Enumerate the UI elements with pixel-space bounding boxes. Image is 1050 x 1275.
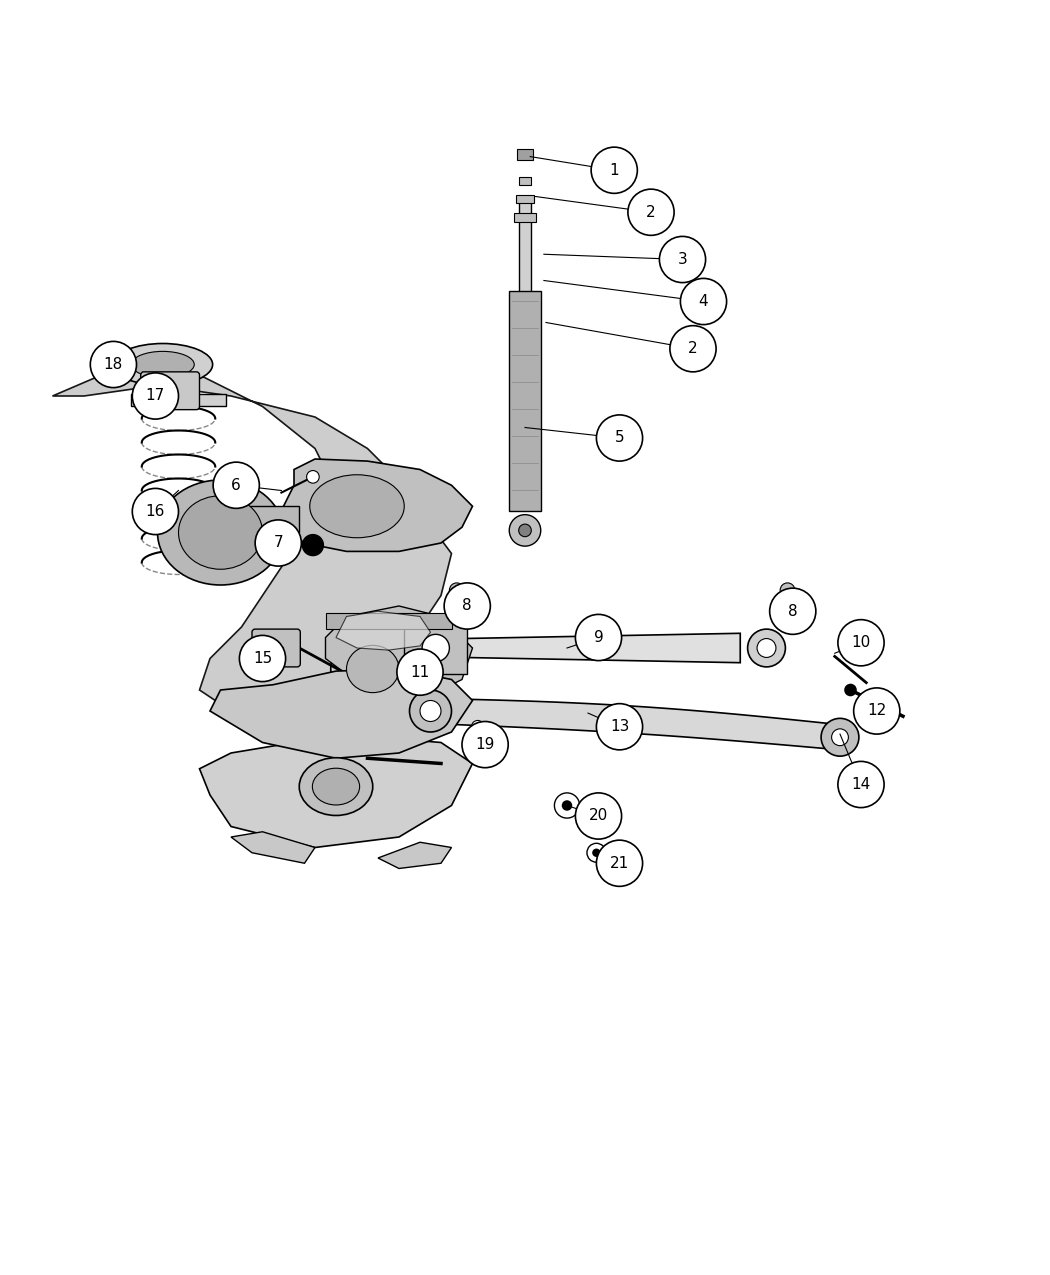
- Polygon shape: [430, 699, 840, 750]
- Text: 2: 2: [688, 342, 698, 356]
- Ellipse shape: [299, 757, 373, 816]
- Circle shape: [422, 635, 449, 662]
- Circle shape: [132, 488, 179, 534]
- Circle shape: [596, 704, 643, 750]
- Polygon shape: [378, 843, 452, 868]
- Circle shape: [628, 189, 674, 236]
- Circle shape: [132, 372, 179, 419]
- Ellipse shape: [178, 496, 262, 569]
- FancyBboxPatch shape: [513, 213, 537, 222]
- Text: 11: 11: [411, 664, 429, 680]
- Circle shape: [449, 583, 464, 598]
- Text: 21: 21: [610, 856, 629, 871]
- Circle shape: [90, 342, 136, 388]
- Text: 20: 20: [589, 808, 608, 824]
- FancyBboxPatch shape: [519, 176, 531, 185]
- FancyBboxPatch shape: [517, 195, 533, 203]
- Text: 12: 12: [867, 704, 886, 719]
- Circle shape: [575, 615, 622, 660]
- Text: 13: 13: [610, 719, 629, 734]
- Text: 2: 2: [646, 205, 656, 219]
- FancyBboxPatch shape: [326, 613, 452, 629]
- Ellipse shape: [331, 632, 415, 706]
- Circle shape: [770, 588, 816, 635]
- Circle shape: [591, 147, 637, 194]
- FancyBboxPatch shape: [205, 506, 299, 533]
- FancyBboxPatch shape: [141, 372, 200, 409]
- Ellipse shape: [313, 769, 359, 805]
- Circle shape: [575, 793, 622, 839]
- Circle shape: [519, 524, 531, 537]
- Text: 16: 16: [146, 504, 165, 519]
- Circle shape: [302, 534, 323, 556]
- Text: 5: 5: [614, 431, 625, 445]
- Circle shape: [444, 583, 490, 629]
- Polygon shape: [231, 831, 315, 863]
- Circle shape: [838, 761, 884, 807]
- Circle shape: [307, 470, 319, 483]
- Circle shape: [838, 620, 884, 666]
- FancyBboxPatch shape: [315, 519, 430, 538]
- Circle shape: [462, 722, 508, 768]
- Circle shape: [821, 718, 859, 756]
- Circle shape: [397, 649, 443, 695]
- Circle shape: [239, 635, 286, 682]
- Text: 1: 1: [609, 163, 620, 177]
- FancyBboxPatch shape: [517, 149, 533, 159]
- Text: 10: 10: [852, 635, 870, 650]
- Circle shape: [748, 629, 785, 667]
- Polygon shape: [462, 634, 740, 663]
- Text: 9: 9: [593, 630, 604, 645]
- Circle shape: [213, 462, 259, 509]
- Circle shape: [832, 729, 848, 746]
- Polygon shape: [210, 669, 472, 759]
- Circle shape: [659, 236, 706, 283]
- Circle shape: [509, 515, 541, 546]
- Circle shape: [680, 278, 727, 325]
- Polygon shape: [200, 737, 472, 848]
- Ellipse shape: [158, 479, 284, 585]
- FancyBboxPatch shape: [519, 196, 531, 301]
- Circle shape: [844, 683, 857, 696]
- FancyBboxPatch shape: [252, 629, 300, 667]
- FancyBboxPatch shape: [131, 394, 226, 407]
- Circle shape: [587, 843, 606, 862]
- Circle shape: [670, 325, 716, 372]
- FancyBboxPatch shape: [404, 622, 467, 674]
- Circle shape: [592, 849, 601, 857]
- Text: 8: 8: [462, 598, 472, 613]
- Polygon shape: [326, 606, 472, 700]
- Circle shape: [757, 639, 776, 658]
- Circle shape: [410, 690, 452, 732]
- Circle shape: [596, 414, 643, 462]
- Polygon shape: [284, 459, 472, 551]
- Text: 19: 19: [476, 737, 495, 752]
- Ellipse shape: [113, 343, 212, 385]
- Text: 17: 17: [146, 389, 165, 403]
- Circle shape: [562, 801, 572, 811]
- Text: 8: 8: [788, 604, 798, 618]
- Circle shape: [554, 793, 580, 819]
- Polygon shape: [52, 365, 452, 722]
- Text: 7: 7: [273, 536, 284, 551]
- Circle shape: [854, 688, 900, 734]
- Text: 4: 4: [698, 295, 709, 309]
- Circle shape: [471, 720, 484, 733]
- Text: 3: 3: [677, 252, 688, 266]
- Text: 14: 14: [852, 776, 870, 792]
- Text: 15: 15: [253, 652, 272, 666]
- Circle shape: [780, 583, 795, 598]
- Circle shape: [255, 520, 301, 566]
- FancyBboxPatch shape: [509, 291, 541, 511]
- Polygon shape: [336, 611, 430, 650]
- Ellipse shape: [310, 474, 404, 538]
- Circle shape: [596, 840, 643, 886]
- Text: 18: 18: [104, 357, 123, 372]
- Circle shape: [420, 700, 441, 722]
- Ellipse shape: [346, 645, 399, 692]
- Ellipse shape: [131, 352, 194, 377]
- Text: 6: 6: [231, 478, 242, 492]
